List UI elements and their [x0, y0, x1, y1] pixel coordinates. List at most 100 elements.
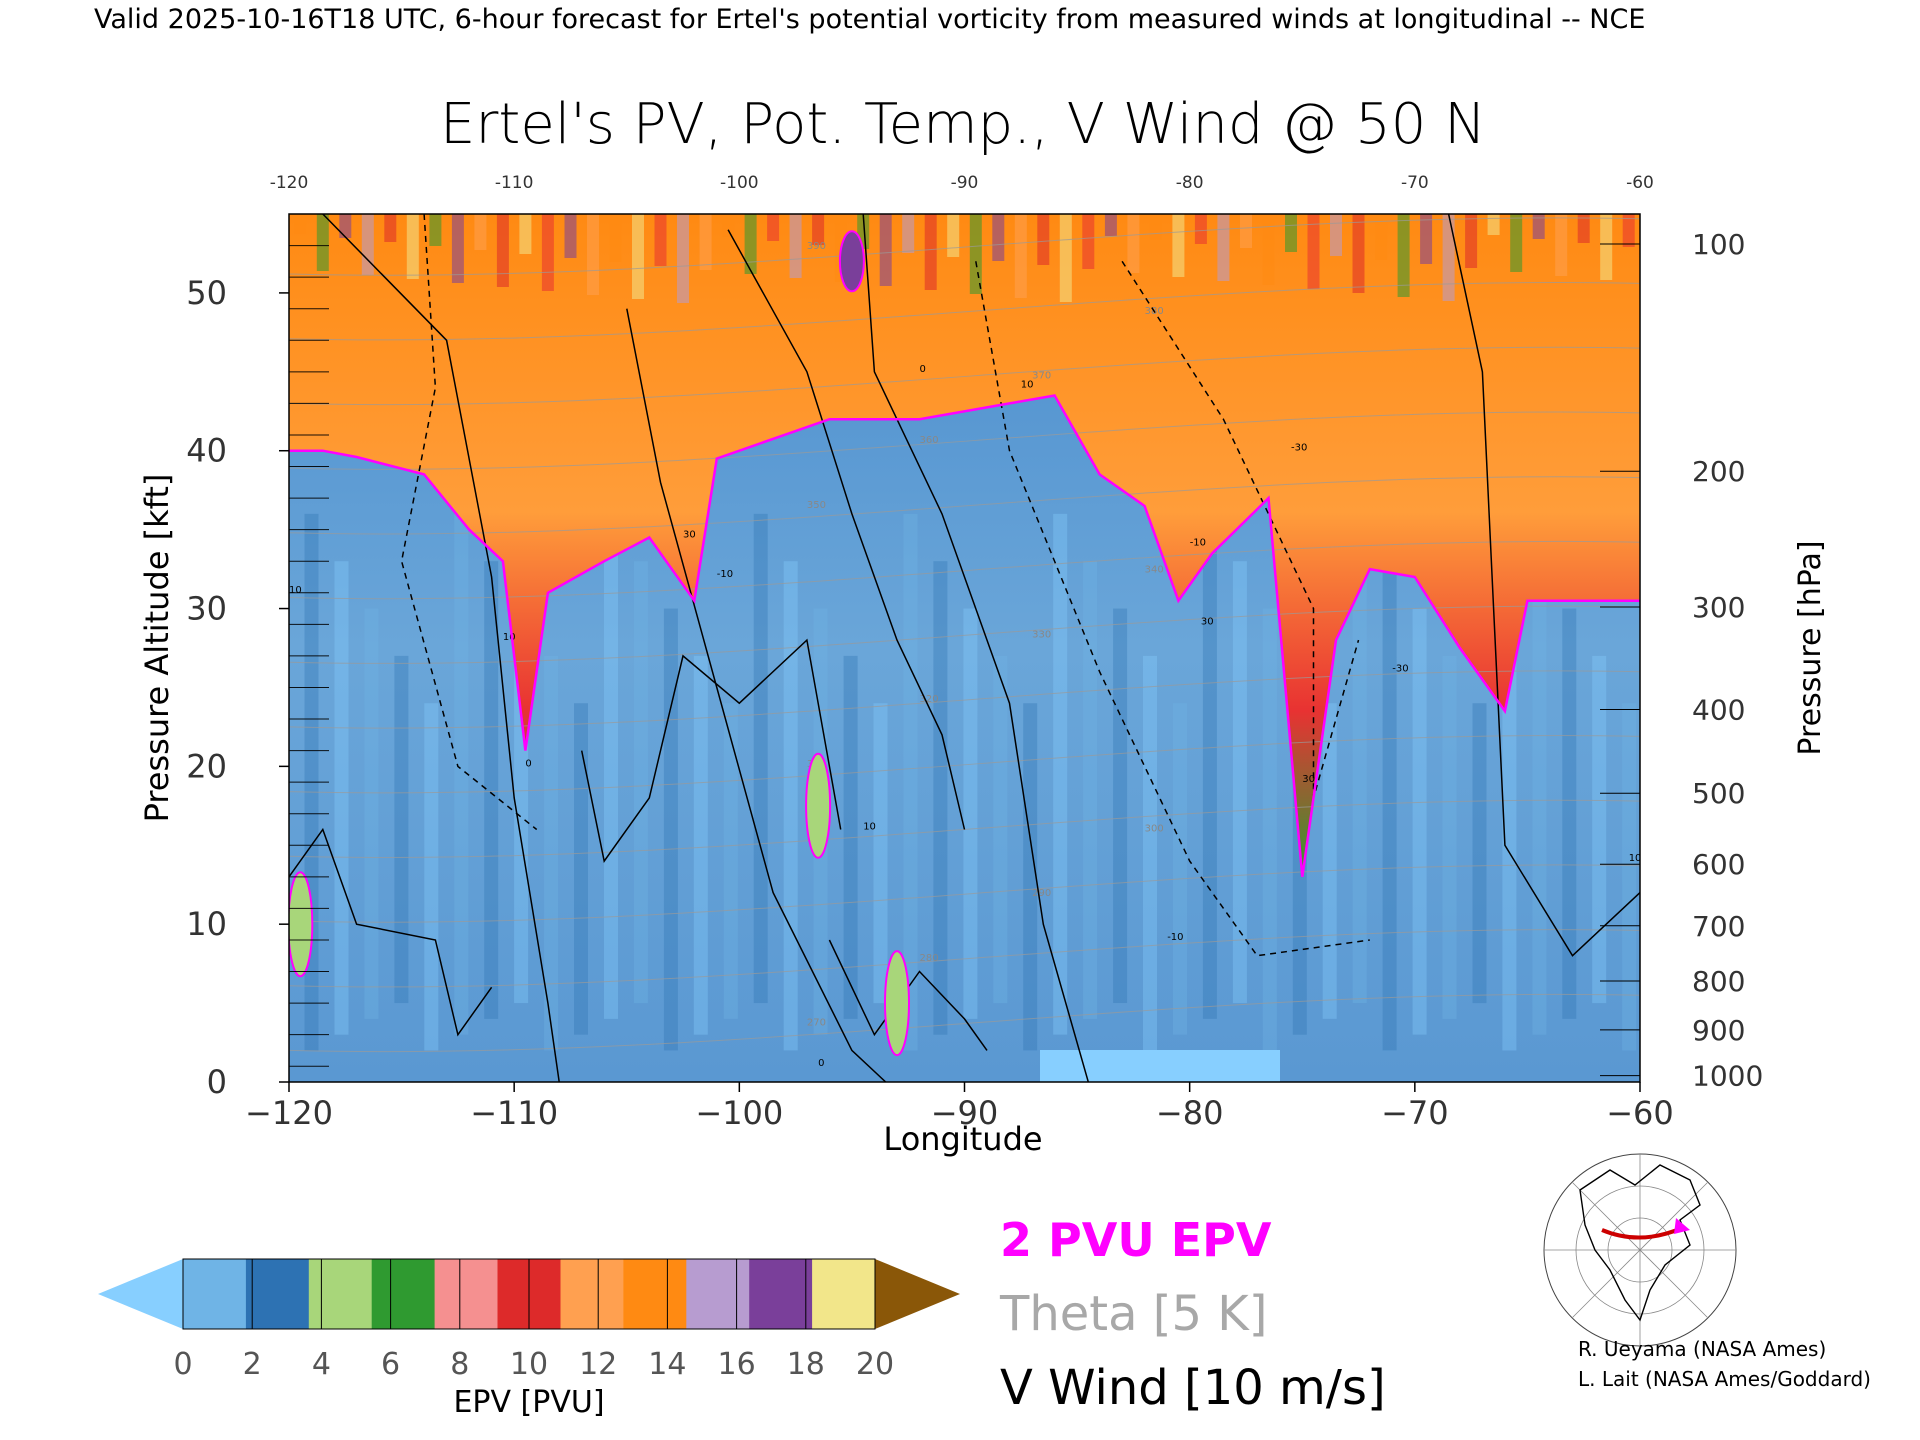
colorbar-tick-label: 12	[579, 1347, 617, 1382]
theta-contour-line	[289, 540, 1640, 600]
colorbar-cell	[749, 1259, 813, 1329]
colorbar-tick-label: 10	[510, 1347, 548, 1382]
map-cross-section-line	[1601, 1226, 1683, 1240]
theta-contour-line	[289, 476, 1640, 535]
stratosphere-streak	[722, 214, 735, 237]
stratosphere-streak	[699, 214, 712, 270]
top-tick-label: -60	[1626, 173, 1654, 193]
y-axis-label-left: Pressure Altitude [kft]	[138, 474, 176, 823]
wind-contour-label: -10	[1190, 537, 1206, 548]
wind-contour-positive	[580, 638, 842, 863]
stratosphere-streak	[1262, 214, 1275, 285]
stratosphere-streak	[1037, 214, 1050, 265]
x-tick-label: −60	[1606, 1094, 1674, 1132]
troposphere-streak	[1472, 703, 1487, 1004]
top-tick-label: -80	[1176, 173, 1204, 193]
wind-contour-label: 30	[1302, 774, 1315, 785]
pv-island	[838, 230, 865, 293]
theta-contour-label: 340	[1145, 565, 1164, 576]
map-meridian	[1571, 1181, 1709, 1319]
colorbar-frame	[182, 1258, 876, 1330]
pressure-tick-label: 700	[1692, 910, 1745, 943]
y-tick-label: 40	[186, 432, 227, 470]
wind-contour-label: -30	[1291, 443, 1307, 454]
troposphere-streak	[663, 608, 678, 1051]
x-tick-label: −100	[695, 1094, 783, 1132]
troposphere-streak	[1232, 561, 1247, 1004]
troposphere-streak	[394, 655, 409, 1004]
wind-contour-negative	[975, 261, 1370, 957]
stratosphere-streak	[361, 214, 374, 275]
wind-contour-label: 10	[863, 822, 876, 833]
stratosphere-streak	[294, 214, 307, 234]
wind-contour-positive	[727, 229, 966, 830]
stratosphere-streak	[1172, 214, 1185, 277]
colorbar-label: EPV [PVU]	[453, 1385, 604, 1420]
colorbar-ticks: 0 2 4 6 8 10 12 14 16 18 20	[173, 1258, 894, 1382]
stratosphere-streak	[1532, 214, 1545, 239]
stratosphere-streak	[316, 214, 329, 271]
wind-contour-label: 30	[683, 530, 696, 541]
colorbar-cell	[371, 1259, 436, 1329]
x-tick-label: −120	[245, 1094, 333, 1132]
wind-contour-positive	[626, 308, 887, 1082]
wind-contour-label: 0	[920, 364, 926, 375]
troposphere-streak	[1562, 608, 1577, 1019]
colorbar-cell	[560, 1259, 624, 1329]
stratosphere-streak	[496, 214, 509, 287]
troposphere-streak	[484, 561, 499, 1019]
stratosphere-streak	[1577, 214, 1590, 243]
theta-contour-line	[289, 670, 1640, 729]
pressure-tick-label: 200	[1692, 455, 1745, 488]
troposphere-streak	[1442, 655, 1457, 1019]
troposphere-streak	[933, 561, 948, 1035]
map-arrow-icon	[1674, 1218, 1690, 1234]
wind-contour-label: -10	[1167, 932, 1183, 943]
troposphere-streak	[1202, 513, 1217, 1019]
troposphere-streak	[1322, 703, 1337, 1019]
tropopause-2pvu-line	[289, 394, 1640, 877]
colorbar-cell	[245, 1259, 310, 1329]
stratosphere-streak	[677, 214, 689, 303]
stratosphere-streak	[1622, 214, 1635, 247]
troposphere-streak	[1083, 561, 1098, 1019]
credit-line-2: L. Lait (NASA Ames/Goddard)	[1578, 1367, 1871, 1391]
stratosphere-streak	[879, 214, 892, 286]
pv-islands	[289, 230, 910, 1057]
colorbar-tick-label: 8	[450, 1347, 469, 1382]
stratosphere-streak	[969, 214, 982, 294]
troposphere-streak	[873, 703, 888, 1004]
troposphere-streak	[1053, 513, 1068, 1035]
wind-contour-positive	[1447, 214, 1640, 957]
stratosphere-streak	[654, 214, 667, 266]
y-tick-label: 30	[186, 590, 227, 628]
troposphere-streak	[364, 608, 379, 1019]
theta-contour-line	[289, 346, 1640, 406]
wind-contour-positive	[828, 939, 988, 1051]
troposphere-streak	[334, 561, 349, 1035]
top-tick-label: -100	[720, 173, 759, 193]
theta-contour-label: 320	[920, 694, 939, 705]
top-tick-label: -120	[270, 173, 309, 193]
troposphere-streak	[1532, 561, 1547, 1035]
troposphere-streak	[753, 513, 768, 1004]
wind-contour-label: -10	[717, 569, 733, 580]
troposphere-streak	[903, 513, 918, 1051]
wind-contour-label: -30	[1392, 664, 1408, 675]
stratosphere-streak	[564, 214, 577, 258]
top-tick-label: -70	[1401, 173, 1429, 193]
x-tick-label: −90	[931, 1094, 999, 1132]
colorbar-tick-label: 14	[648, 1347, 686, 1382]
colorbar-under-triangle	[98, 1259, 183, 1329]
stratosphere-streak	[1397, 214, 1410, 297]
troposphere-streak	[693, 655, 708, 1035]
wind-contour-label: 10	[1021, 380, 1034, 391]
troposphere-streak	[1382, 561, 1397, 1051]
legend: 2 PVU EPV Theta [5 K] V Wind [10 m/s]	[999, 1213, 1386, 1416]
wind-contour-label: 10	[503, 632, 516, 643]
legend-entry: V Wind [10 m/s]	[1000, 1360, 1386, 1416]
theta-contour-line	[289, 282, 1640, 341]
stratosphere-streak	[1487, 214, 1500, 235]
y-tick-label: 10	[186, 905, 227, 943]
theta-contour-label: 290	[1032, 888, 1051, 899]
